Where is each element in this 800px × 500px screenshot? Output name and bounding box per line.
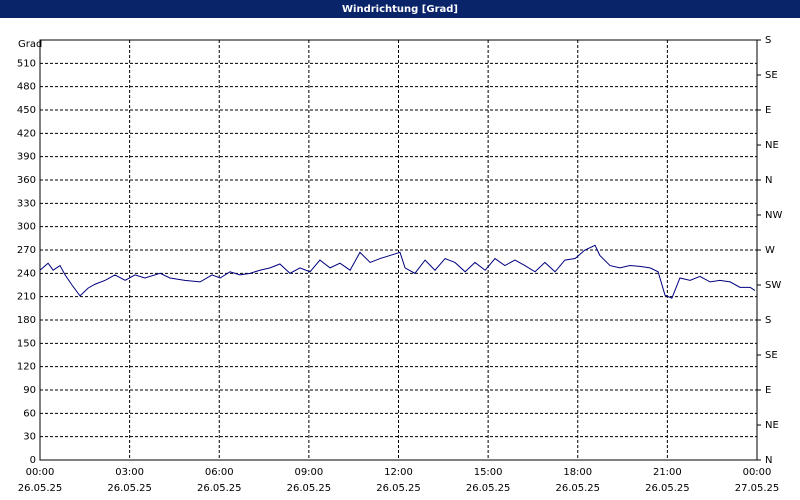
y2-tick-label: N bbox=[765, 455, 772, 466]
x-tick-label: 03:00 26.05.25 bbox=[107, 467, 152, 494]
y-tick-label: 60 bbox=[23, 408, 36, 419]
y2-tick-label: NE bbox=[765, 140, 779, 151]
y2-tick-label: S bbox=[765, 315, 771, 326]
y2-tick-label: NW bbox=[765, 210, 782, 221]
y2-tick-label: S bbox=[765, 35, 771, 46]
y-tick-label: 210 bbox=[17, 292, 36, 303]
plot-border bbox=[39, 39, 758, 461]
x-tick-label: 15:00 26.05.25 bbox=[465, 467, 511, 494]
chart-title: Windrichtung [Grad] bbox=[342, 4, 458, 15]
x-tick-label: 21:00 26.05.25 bbox=[645, 467, 690, 494]
y2-tick-label: E bbox=[765, 105, 771, 116]
y-tick-label: 30 bbox=[23, 432, 36, 443]
y-tick-label: 330 bbox=[17, 198, 36, 209]
x-tick-label: 06:00 26.05.25 bbox=[196, 467, 242, 494]
y2-tick-label: SE bbox=[765, 70, 778, 81]
y-tick-label: 90 bbox=[23, 385, 36, 396]
x-tick-label: 00:00 27.05.25 bbox=[734, 467, 780, 494]
y-tick-label: 390 bbox=[17, 152, 36, 163]
y2-tick-label: E bbox=[765, 385, 771, 396]
y2-tick-label: NE bbox=[765, 420, 779, 431]
y2-tick-label: W bbox=[765, 245, 775, 256]
y-axis-label: Grad bbox=[18, 39, 42, 50]
x-tick-label: 09:00 26.05.25 bbox=[286, 467, 332, 494]
y2-tick-label: SW bbox=[765, 280, 781, 291]
y-tick-label: 450 bbox=[17, 105, 36, 116]
y-tick-label: 300 bbox=[17, 222, 36, 233]
y-tick-label: 360 bbox=[17, 175, 36, 186]
x-tick-label: 00:00 26.05.25 bbox=[17, 467, 63, 494]
y2-tick-label: N bbox=[765, 175, 772, 186]
y-tick-label: 510 bbox=[17, 58, 36, 69]
y2-tick-label: SE bbox=[765, 350, 778, 361]
y-tick-label: 270 bbox=[17, 245, 36, 256]
y-tick-label: 480 bbox=[17, 82, 36, 93]
y-tick-label: 120 bbox=[17, 362, 36, 373]
x-tick-label: 18:00 26.05.25 bbox=[555, 467, 601, 494]
data-line bbox=[39, 244, 756, 299]
y-tick-label: 420 bbox=[17, 128, 36, 139]
y-tick-label: 0 bbox=[30, 455, 36, 466]
y-tick-label: 150 bbox=[17, 338, 36, 349]
x-tick-label: 12:00 26.05.25 bbox=[376, 467, 421, 494]
y-tick-label: 180 bbox=[17, 315, 36, 326]
title-bar bbox=[0, 0, 800, 18]
y-tick-label: 240 bbox=[17, 268, 36, 279]
